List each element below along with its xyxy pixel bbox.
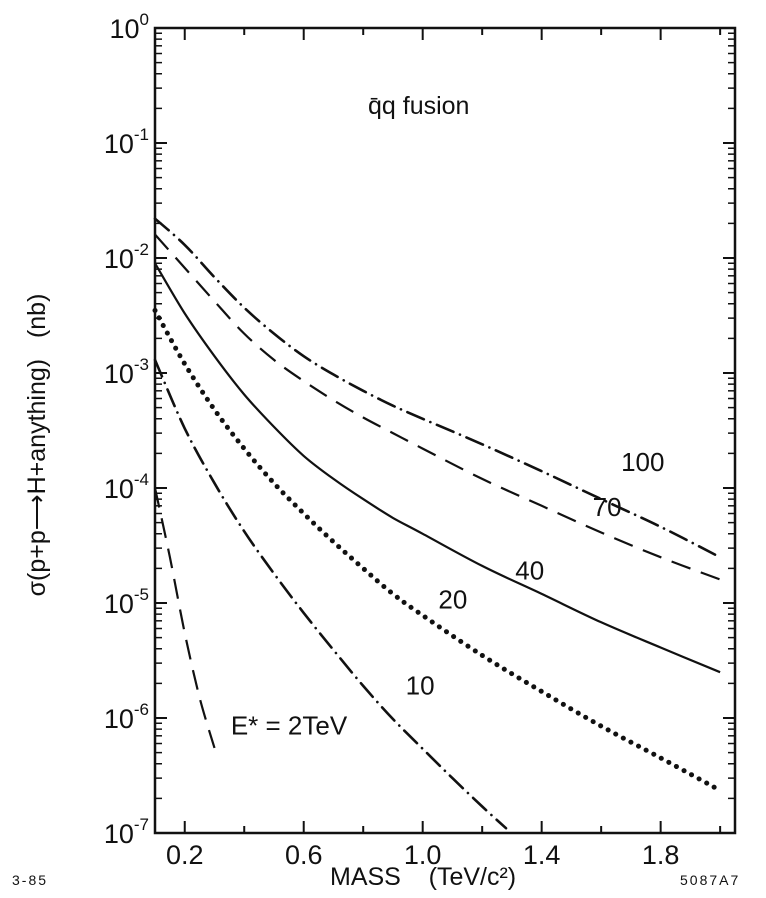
- y-tick-label: 10-7: [104, 815, 149, 849]
- y-tick-label: 10-4: [104, 470, 149, 504]
- y-tick-label: 10-6: [104, 700, 149, 734]
- y-tick-label: 10-3: [104, 355, 149, 389]
- x-axis-title: MASS (TeV/c²): [330, 863, 516, 891]
- x-tick-label: 1.0: [404, 840, 442, 870]
- y-tick-label: 10-5: [104, 585, 149, 619]
- curve-label-2: 20: [438, 584, 467, 614]
- x-tick-label: 0.2: [166, 840, 204, 870]
- y-tick-label: 10-1: [104, 125, 149, 159]
- series-line-4: [154, 233, 721, 581]
- curve-label-0: E* = 2TeV: [231, 710, 348, 740]
- series-line-0: [153, 487, 216, 749]
- y-tick-label: 10-2: [104, 240, 149, 274]
- chart-title: q̄q fusion: [368, 92, 469, 120]
- footer-left-note: 3-85: [12, 872, 48, 888]
- x-tick-label: 0.6: [285, 840, 323, 870]
- series-line-3: [154, 262, 721, 674]
- series-line-5: [153, 217, 722, 559]
- curve-label-3: 40: [515, 556, 544, 586]
- curve-label-4: 70: [593, 492, 622, 522]
- x-tick-label: 1.8: [642, 840, 680, 870]
- plot-frame: [153, 26, 737, 835]
- curve-label-1: 10: [406, 671, 435, 701]
- y-axis-title: σ(p+p⟶H+anything) (nb): [23, 294, 51, 597]
- footer-right-note: 5087A7: [680, 872, 740, 888]
- y-tick-label: 100: [109, 10, 149, 44]
- series-line-1: [153, 358, 508, 830]
- curve-label-5: 100: [621, 447, 664, 477]
- x-tick-label: 1.4: [523, 840, 561, 870]
